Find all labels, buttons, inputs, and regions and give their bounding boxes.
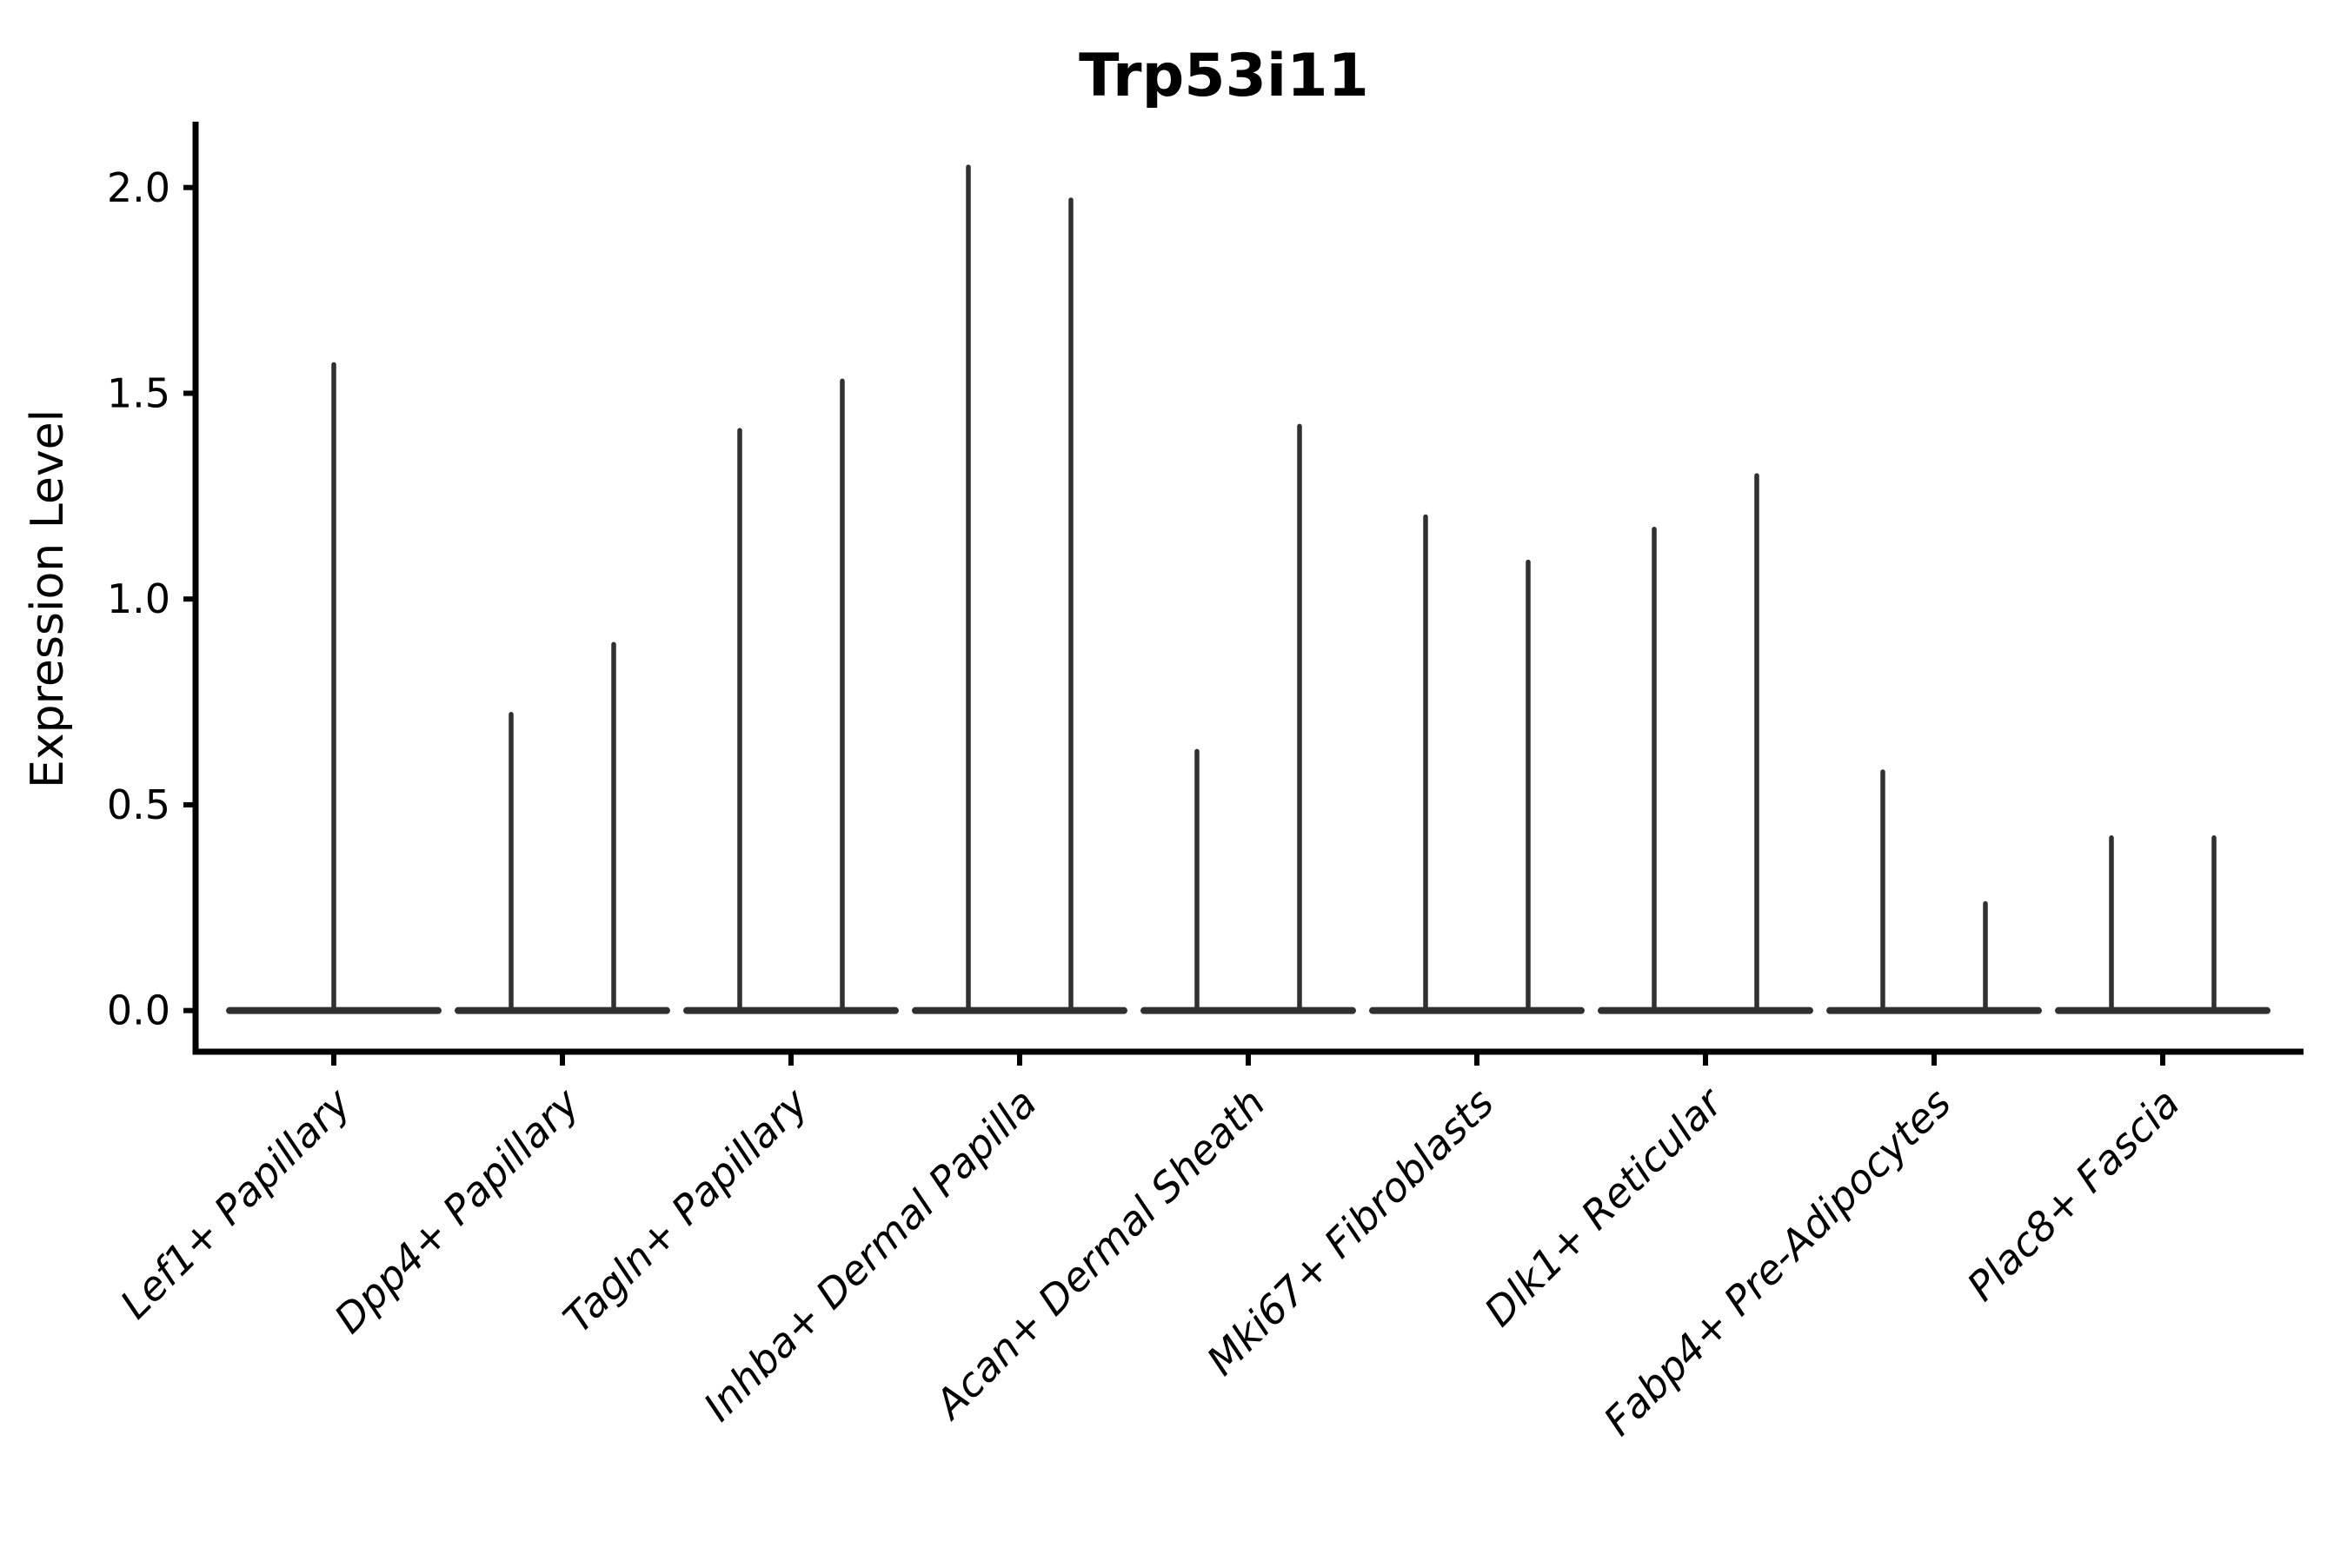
y-axis-label: Expression Level	[22, 409, 74, 788]
violin	[1598, 473, 1813, 1014]
violin	[1140, 423, 1356, 1014]
violins	[226, 164, 2271, 1014]
y-axis-ticks: 0.0 0.5 1.0 1.5 2.0	[107, 164, 196, 1034]
violin	[226, 362, 442, 1014]
y-tick-label: 1.5	[107, 369, 170, 416]
axis-spines	[192, 122, 2304, 1055]
violin	[455, 641, 670, 1014]
violin	[683, 378, 899, 1014]
y-tick-label: 0.5	[107, 781, 170, 828]
violin	[912, 164, 1127, 1014]
violin	[1369, 514, 1585, 1014]
y-tick-label: 2.0	[107, 164, 170, 211]
violin	[1826, 769, 2042, 1014]
y-tick-label: 0.0	[107, 987, 170, 1034]
chart-title: Trp53i11	[1079, 42, 1369, 110]
y-tick-label: 1.0	[107, 575, 170, 622]
violin	[2055, 835, 2271, 1014]
